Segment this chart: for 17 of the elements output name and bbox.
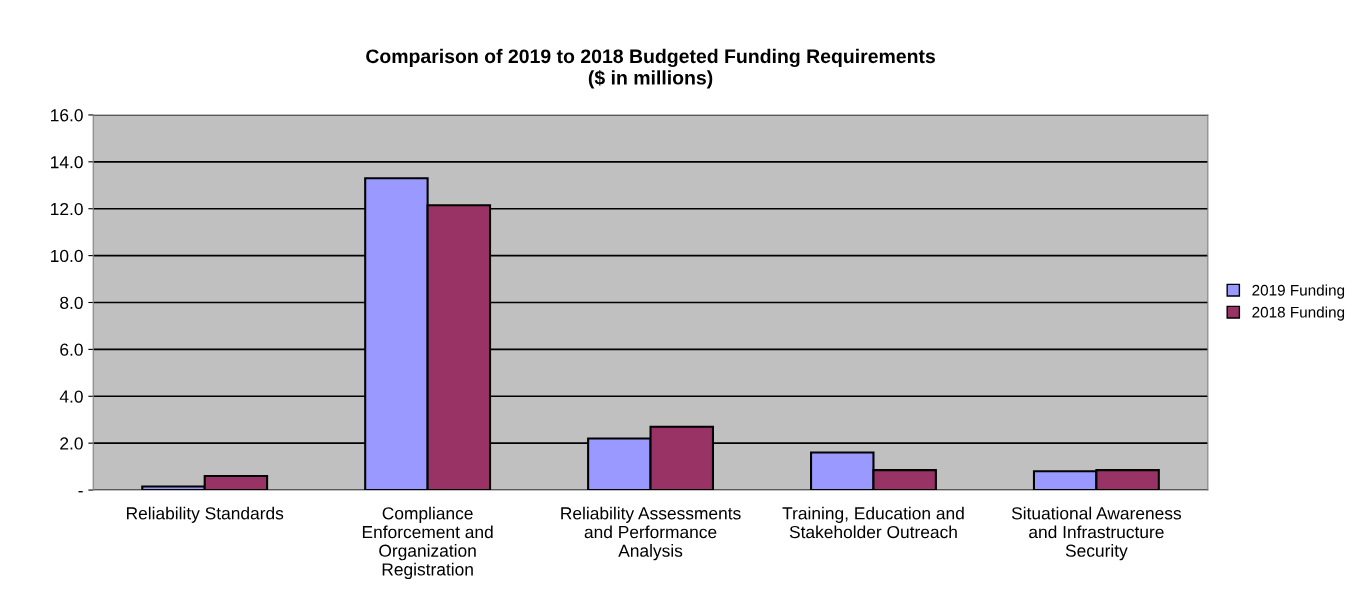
legend-label: 2019 Funding [1252,284,1345,299]
legend-label: 2018 Funding [1252,306,1345,321]
y-tick-label: 2.0 [60,437,83,450]
y-tick-label: 14.0 [51,156,83,169]
x-tick-label: Training, Education and Stakeholder Outreach [782,506,964,539]
y-tick-label: 8.0 [60,296,83,309]
y-tick-label: 10.0 [51,249,83,263]
x-tick-label: Compliance Enforcement and Organization Registration [362,506,493,579]
y-tick-label: - [78,491,83,493]
y-tick-label: 4.0 [59,390,83,403]
x-tick-label: Reliability Standards [126,506,284,523]
chart-title: Comparison of 2019 to 2018 Budgeted Funding Requirements ($ in millions) [366,48,935,89]
y-tick-label: 6.0 [60,343,83,356]
y-tick-label: 12.0 [51,202,83,216]
x-tick-label: Situational Awareness and Infrastructure Security [1011,506,1182,561]
x-tick-label: Reliability Assessments and Performance Analysis [561,506,741,561]
y-tick-label: 16.0 [51,109,83,122]
